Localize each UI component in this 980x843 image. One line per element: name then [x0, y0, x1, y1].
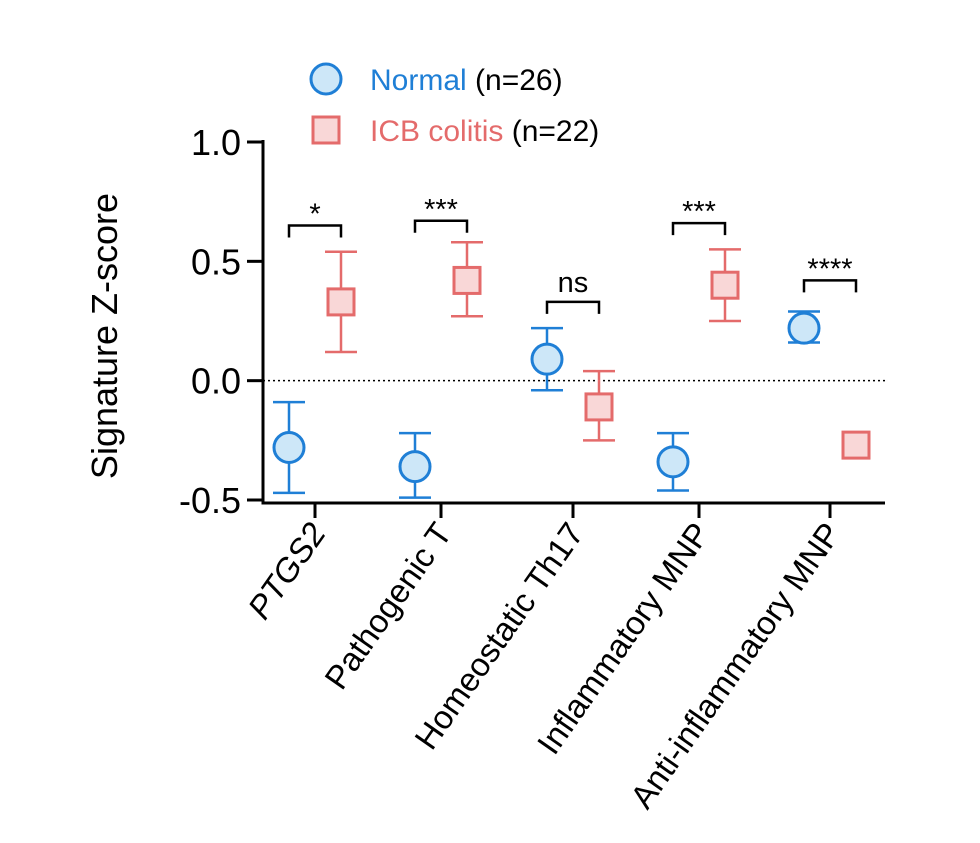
significance-label: * — [309, 199, 320, 231]
x-category-label: Pathogenic T — [317, 516, 459, 696]
legend-n-label: (n=26) — [475, 64, 563, 97]
bracket-line — [287, 224, 343, 238]
legend-circle-icon — [309, 62, 343, 96]
significance-bracket: **** — [802, 253, 858, 293]
y-tick-label: 0.5 — [191, 241, 241, 282]
plot-area: * ***ns******* — [263, 194, 885, 499]
significance-bracket: * — [287, 199, 343, 238]
data-point-circle — [787, 311, 821, 345]
significance-label: ns — [558, 267, 589, 299]
significance-label: **** — [807, 253, 852, 285]
significance-label: *** — [682, 196, 716, 228]
y-axis-label: Signature Z-score — [84, 193, 125, 479]
data-point-square — [584, 392, 614, 422]
data-point-circle — [398, 450, 432, 484]
bracket-line — [671, 221, 727, 236]
y-tick-label: 1.0 — [191, 122, 241, 163]
legend-item-normal: Normal (n=26) — [309, 62, 563, 97]
legend-label: ICB colitis (n=22) — [370, 115, 599, 148]
series-normal — [272, 310, 821, 499]
legend-series-name: ICB colitis — [370, 115, 512, 148]
data-point-circle — [656, 445, 690, 479]
significance-bracket: *** — [671, 196, 727, 236]
legend: Normal (n=26) ICB colitis (n=22) — [309, 62, 599, 148]
significance-bracket: *** — [413, 194, 469, 233]
data-point-square — [841, 430, 871, 460]
bracket-line — [545, 300, 601, 314]
significance-bracket: ns — [545, 267, 601, 314]
legend-series-name: Normal — [370, 64, 475, 97]
y-tick-label: -0.5 — [179, 480, 241, 521]
series-icb-colitis — [325, 240, 871, 460]
data-point-square — [452, 265, 482, 295]
bracket-line — [413, 219, 469, 233]
data-point-circle — [530, 342, 564, 376]
data-point-square — [326, 287, 356, 317]
y-axis: 1.0 0.5 0.0 -0.5 Signature Z-score — [84, 122, 265, 521]
bracket-line — [802, 279, 858, 293]
legend-square-icon — [311, 115, 341, 145]
y-tick-label: 0.0 — [191, 361, 241, 402]
legend-item-icb-colitis: ICB colitis (n=22) — [311, 115, 599, 148]
legend-n-label: (n=22) — [512, 115, 600, 148]
legend-label: Normal (n=26) — [370, 64, 563, 97]
significance-label: *** — [424, 194, 458, 226]
data-point-square — [710, 270, 740, 300]
data-point-circle — [272, 430, 306, 464]
x-category-label: PTGS2 — [240, 516, 332, 626]
